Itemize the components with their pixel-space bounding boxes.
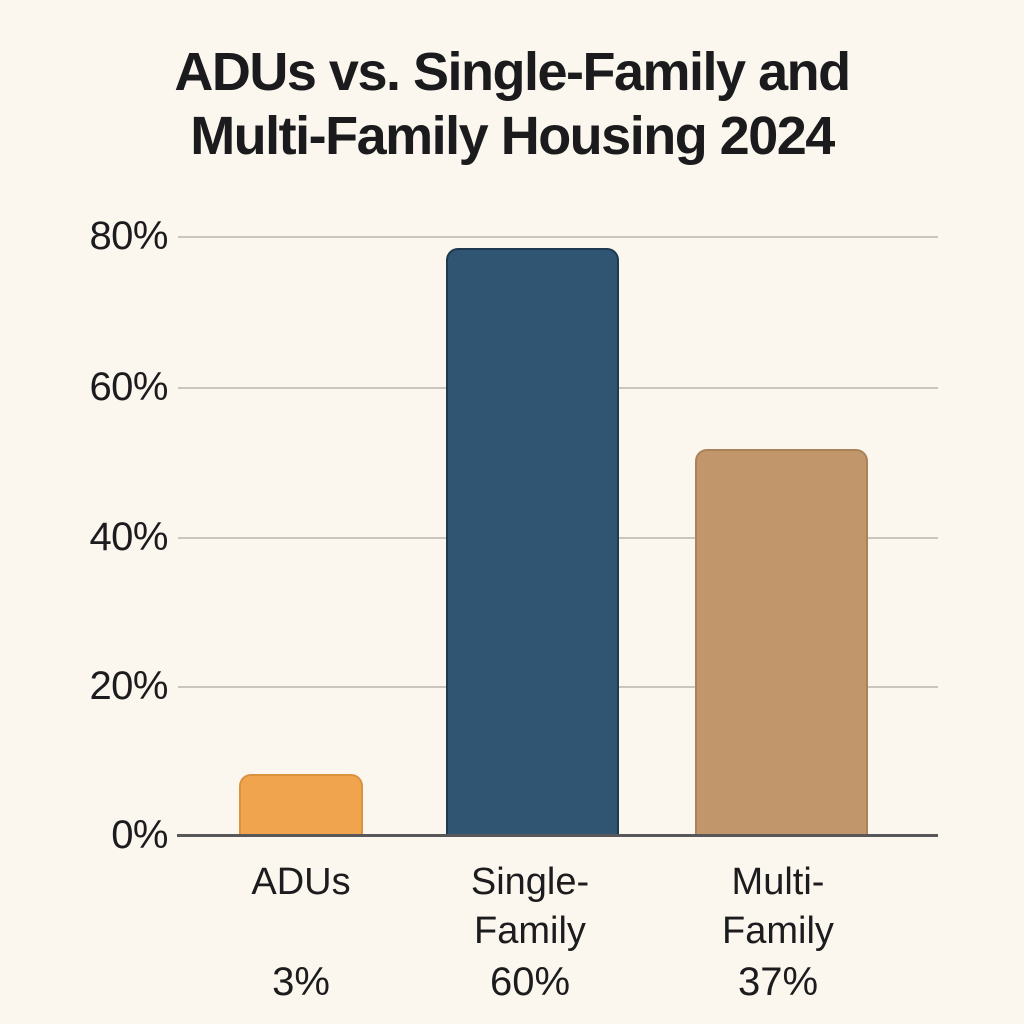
- chart-title-line1: ADUs vs. Single-Family and: [174, 42, 851, 102]
- chart-title-line2: Multi-Family Housing 2024: [190, 106, 835, 166]
- y-tick-label-40: 40%: [89, 515, 168, 559]
- x-category-label-single-family: Single-Family: [470, 861, 590, 952]
- chart-title: ADUs vs. Single-Family and Multi-Family …: [52, 40, 972, 168]
- bar-multi-family: [695, 449, 868, 836]
- value-label-adus: 3%: [272, 960, 330, 1004]
- value-label-multi-family: 37%: [737, 960, 819, 1004]
- value-label-single-family: 60%: [489, 960, 571, 1004]
- x-category-label-adus: ADUs: [251, 861, 351, 903]
- bar-single-family: [446, 248, 619, 836]
- x-axis-line: [177, 834, 938, 837]
- y-tick-label-80: 80%: [89, 214, 168, 258]
- y-tick-label-60: 60%: [89, 365, 168, 409]
- x-category-label-multi-family: Multi-Family: [722, 861, 834, 952]
- gridline-80: [178, 236, 938, 238]
- bar-adus: [239, 774, 363, 836]
- y-tick-label-0: 0%: [111, 813, 168, 857]
- y-tick-label-20: 20%: [89, 664, 168, 708]
